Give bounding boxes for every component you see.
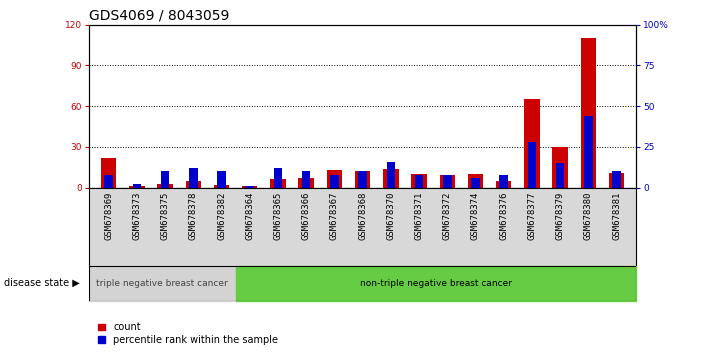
Text: GSM678372: GSM678372 [443, 192, 451, 240]
Bar [411, 174, 427, 188]
Bar [235, 266, 636, 301]
Bar [584, 116, 592, 188]
Bar [556, 163, 565, 188]
Text: GSM678379: GSM678379 [556, 192, 565, 240]
Text: GSM678382: GSM678382 [217, 192, 226, 240]
Bar [133, 184, 141, 188]
Text: GSM678378: GSM678378 [189, 192, 198, 240]
Bar [358, 171, 367, 188]
Bar [468, 174, 483, 188]
Bar [355, 171, 370, 188]
Bar [581, 38, 596, 188]
Bar [471, 178, 480, 188]
Bar [274, 168, 282, 188]
Bar [89, 266, 235, 301]
Text: GSM678371: GSM678371 [415, 192, 424, 240]
Text: non-triple negative breast cancer: non-triple negative breast cancer [360, 279, 512, 288]
Text: GSM678368: GSM678368 [358, 192, 367, 240]
Bar [270, 179, 286, 188]
Bar [326, 170, 342, 188]
Bar [186, 181, 201, 188]
Text: GSM678380: GSM678380 [584, 192, 593, 240]
Bar [612, 171, 621, 188]
Bar [299, 178, 314, 188]
Text: GSM678375: GSM678375 [161, 192, 169, 240]
Text: GSM678370: GSM678370 [386, 192, 395, 240]
Text: GSM678364: GSM678364 [245, 192, 255, 240]
Text: disease state ▶: disease state ▶ [4, 278, 80, 288]
Bar [387, 161, 395, 188]
Bar [443, 175, 451, 188]
Bar [330, 175, 338, 188]
Bar [161, 171, 169, 188]
Text: GSM678376: GSM678376 [499, 192, 508, 240]
Bar [415, 175, 423, 188]
Bar [129, 186, 144, 188]
Text: GSM678373: GSM678373 [132, 192, 141, 240]
Text: GSM678367: GSM678367 [330, 192, 339, 240]
Bar [214, 185, 229, 188]
Bar [189, 168, 198, 188]
Bar [218, 171, 226, 188]
Text: GSM678369: GSM678369 [104, 192, 113, 240]
Bar [496, 181, 511, 188]
Text: GSM678374: GSM678374 [471, 192, 480, 240]
Bar [302, 171, 311, 188]
Bar [500, 175, 508, 188]
Text: GSM678377: GSM678377 [528, 192, 536, 240]
Bar [101, 158, 117, 188]
Bar [524, 99, 540, 188]
Legend: count, percentile rank within the sample: count, percentile rank within the sample [94, 319, 282, 349]
Bar [105, 175, 113, 188]
Bar [609, 173, 624, 188]
Bar [245, 186, 254, 188]
Text: GSM678365: GSM678365 [274, 192, 282, 240]
Bar [552, 147, 568, 188]
Bar [157, 183, 173, 188]
Bar [528, 142, 536, 188]
Bar [242, 186, 257, 188]
Text: GSM678381: GSM678381 [612, 192, 621, 240]
Bar [383, 169, 399, 188]
Text: GSM678366: GSM678366 [301, 192, 311, 240]
Bar [439, 176, 455, 188]
Text: triple negative breast cancer: triple negative breast cancer [97, 279, 228, 288]
Text: GDS4069 / 8043059: GDS4069 / 8043059 [89, 8, 229, 22]
